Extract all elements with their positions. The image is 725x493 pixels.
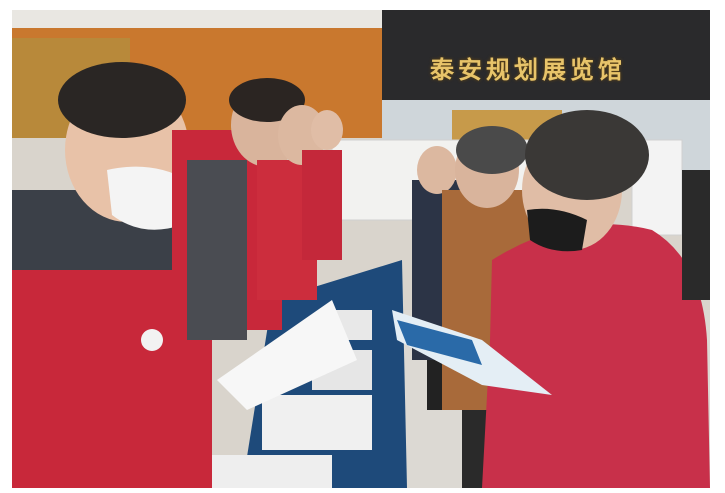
- volunteer-4-vest: [302, 150, 342, 260]
- visitor-pink-hair: [525, 110, 649, 200]
- photo-scene: [12, 10, 710, 488]
- held-pamphlet-front: [217, 300, 357, 410]
- brochure-cover-image: [397, 320, 482, 365]
- volunteer-badge: [141, 329, 163, 351]
- volunteer-2-sleeve: [187, 160, 247, 340]
- hall-sign: 泰安规划展览馆: [430, 55, 626, 84]
- volunteer-2-hair: [229, 78, 305, 122]
- pamphlet-4: [212, 455, 332, 488]
- visitor-background-right: [682, 170, 710, 300]
- pamphlet-3: [262, 395, 372, 450]
- visitor-pink-jacket: [482, 224, 710, 488]
- visitor-dark-face: [417, 146, 457, 194]
- visitor-brown-hair: [456, 126, 528, 174]
- volunteer-front-hair: [58, 62, 186, 138]
- face-mask: [107, 166, 187, 230]
- black-face-mask: [527, 208, 587, 252]
- sign-board: [382, 10, 710, 100]
- volunteer-front-vest-body: [12, 270, 192, 488]
- volunteer-4-face: [311, 110, 343, 150]
- event-photo: 泰安规划展览馆: [12, 10, 710, 488]
